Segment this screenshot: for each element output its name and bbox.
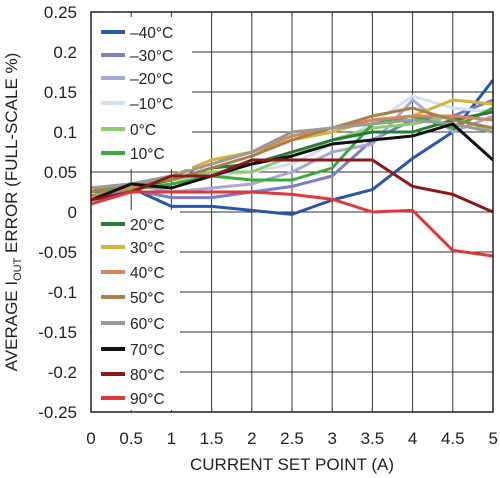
x-tick-label: 3 xyxy=(327,429,336,448)
series-line xyxy=(90,118,494,190)
legend-label: 0°C xyxy=(130,122,156,139)
x-tick-label: 4.5 xyxy=(441,429,465,448)
y-tick-label: 0.2 xyxy=(53,43,77,62)
x-tick-label: 1.5 xyxy=(200,429,224,448)
x-tick-label: 0 xyxy=(86,429,95,448)
y-tick-label: 0.05 xyxy=(44,163,77,182)
x-tick-label: 4 xyxy=(408,429,417,448)
legend-label: –40°C xyxy=(130,25,173,42)
x-tick-label: 1 xyxy=(167,429,176,448)
y-tick-label: -0.1 xyxy=(48,283,77,302)
y-axis-title-part: AVERAGE I xyxy=(2,281,21,371)
x-tick-label: 2.5 xyxy=(280,429,304,448)
legend-label: 40°C xyxy=(130,265,165,282)
legend-label: –30°C xyxy=(130,48,173,65)
x-tick-label: 3.5 xyxy=(361,429,385,448)
legend-label: 10°C xyxy=(130,146,165,163)
legend-label: 20°C xyxy=(130,217,165,234)
series-line xyxy=(90,79,495,216)
legend-background xyxy=(92,210,180,410)
series-line xyxy=(90,122,495,202)
series-line xyxy=(90,190,494,258)
y-tick-label: -0.25 xyxy=(38,403,77,422)
y-tick-label: -0.15 xyxy=(38,323,77,342)
y-tick-label: 0.25 xyxy=(44,3,77,22)
y-tick-label: 0.1 xyxy=(53,123,77,142)
series-line xyxy=(90,158,494,214)
legend-label: –20°C xyxy=(130,71,173,88)
y-tick-labels: 0.25 0.2 0.15 0.1 0.05 0 -0.05 -0.1 -0.15 -0.2 -0.… xyxy=(38,3,77,422)
y-axis-title-subscript: OUT xyxy=(12,257,24,281)
plot-frame xyxy=(90,11,494,413)
x-axis-title: CURRENT SET POINT (A) xyxy=(190,455,394,474)
series-lines xyxy=(90,79,495,258)
legend-label: 70°C xyxy=(130,342,165,359)
x-tick-label: 5 xyxy=(489,429,498,448)
y-axis-title: AVERAGE IOUT ERROR (FULL-SCALE %) xyxy=(2,53,24,372)
legend-label: 30°C xyxy=(130,240,165,257)
legend-label: 80°C xyxy=(130,367,165,384)
y-tick-label: 0.15 xyxy=(44,83,77,102)
y-tick-label: -0.05 xyxy=(38,243,77,262)
legend-label: 60°C xyxy=(130,316,165,333)
y-axis-title-part: ERROR (FULL-SCALE %) xyxy=(2,53,21,258)
x-tick-label: 2 xyxy=(247,429,256,448)
x-tick-labels: 0 0.5 1 1.5 2 2.5 3 3.5 4 4.5 5 xyxy=(86,429,498,448)
legend-label: –10°C xyxy=(130,96,173,113)
legend: –40°C –30°C –20°C –10°C 0°C 10°C 20°C 30°C 40°C 5… xyxy=(92,17,192,410)
y-tick-label: 0 xyxy=(68,203,77,222)
legend-label: 50°C xyxy=(130,290,165,307)
legend-background xyxy=(92,17,192,169)
x-tick-label: 0.5 xyxy=(119,429,143,448)
y-tick-label: -0.2 xyxy=(48,363,77,382)
legend-label: 90°C xyxy=(130,391,165,408)
